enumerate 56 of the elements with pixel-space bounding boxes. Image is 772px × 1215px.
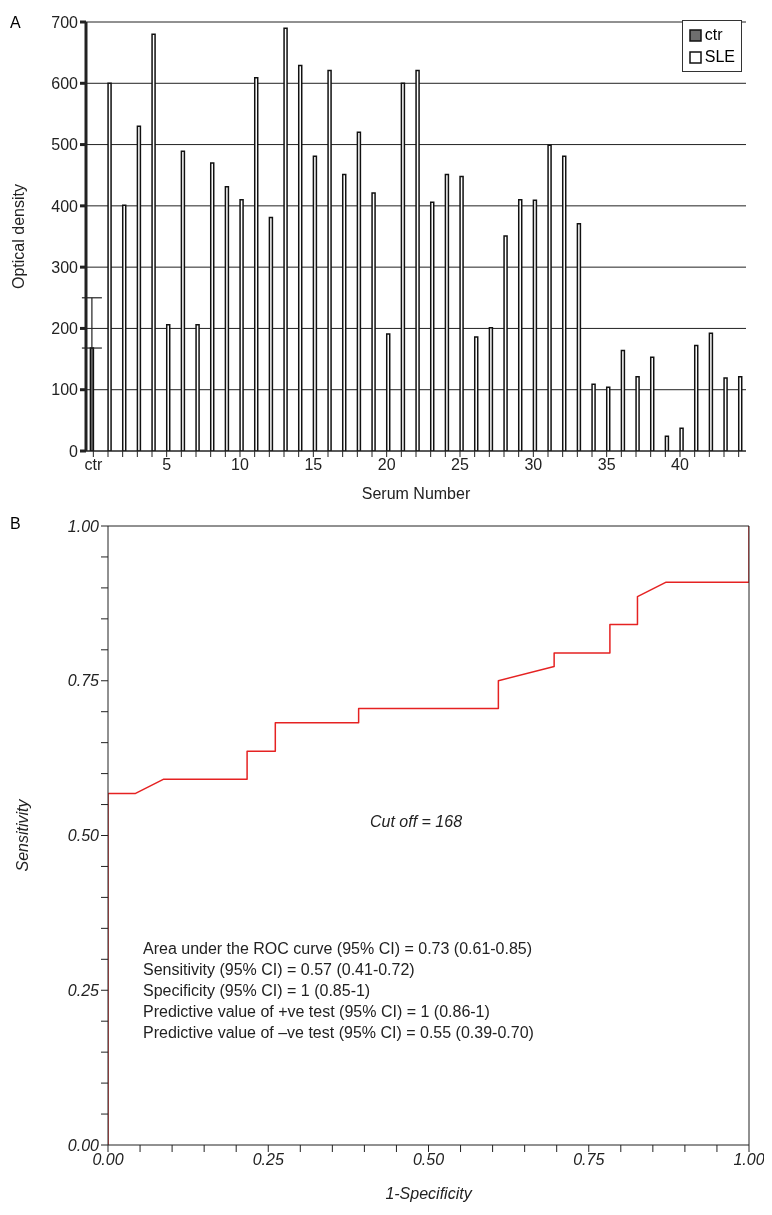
annotation: Specificity (95% CI) = 1 (0.85-1) — [143, 981, 372, 1001]
x-tick-label: 15 — [304, 456, 323, 474]
x-tick-label: 1.00 — [733, 1151, 765, 1169]
bar — [591, 383, 596, 451]
bar — [635, 376, 640, 451]
x-axis-title: Serum Number — [361, 485, 471, 502]
y-tick-label: 0 — [69, 442, 79, 460]
bar — [151, 33, 156, 451]
x-tick-label: 10 — [231, 456, 249, 474]
y-tick-label: 1.00 — [67, 517, 100, 535]
x-tick-label: 40 — [671, 456, 689, 474]
chart-title: A — [10, 14, 21, 32]
x-tick-label: ctr — [84, 456, 103, 474]
y-tick-label: 500 — [51, 136, 79, 154]
legend-label: SLE — [704, 47, 735, 67]
annotation: Predictive value of –ve test (95% CI) = 0.55 (0.39-0.70) — [143, 1023, 534, 1043]
bar — [371, 192, 376, 451]
y-axis-title: Optical density — [9, 184, 27, 289]
bar — [679, 427, 684, 451]
x-tick-label: 30 — [524, 456, 543, 474]
bar — [503, 235, 508, 451]
bar — [723, 377, 728, 451]
x-tick-label: 0.50 — [412, 1151, 445, 1169]
bar — [195, 324, 200, 451]
bar — [107, 82, 112, 451]
y-axis-title: Sensitivity — [13, 798, 31, 872]
y-tick-label: 0.50 — [67, 827, 100, 845]
bar — [415, 69, 420, 451]
x-tick-label: 35 — [597, 456, 616, 474]
y-tick-label: 0.00 — [67, 1136, 100, 1154]
x-tick-label: 0.75 — [573, 1151, 605, 1169]
y-tick-label: 200 — [51, 320, 79, 338]
y-tick-label: 300 — [51, 258, 79, 276]
chart-title: B — [10, 515, 21, 533]
x-tick-label: 5 — [162, 456, 172, 474]
y-tick-label: 0.25 — [67, 981, 100, 999]
y-tick-label: 400 — [51, 197, 79, 215]
annotation: Sensitivity (95% CI) = 0.57 (0.41-0.72) — [143, 960, 416, 980]
bar — [459, 175, 464, 451]
bar — [283, 27, 288, 451]
y-tick-label: 600 — [51, 74, 79, 92]
x-tick-label: 0.00 — [92, 1151, 124, 1169]
x-tick-label: 20 — [377, 456, 396, 474]
x-tick-label: 25 — [451, 456, 469, 474]
y-tick-label: 0.75 — [67, 672, 100, 690]
annotation: Area under the ROC curve (95% CI) = 0.73 (0.61-0.85) — [143, 939, 534, 959]
bar — [327, 69, 332, 451]
y-tick-label: 100 — [51, 381, 79, 399]
x-axis-title: 1-Specificity — [385, 1185, 473, 1202]
y-tick-label: 700 — [51, 13, 79, 31]
bar — [547, 144, 552, 451]
legend-label: ctr — [704, 25, 723, 45]
x-tick-label: 0.25 — [252, 1151, 284, 1169]
annotation: Predictive value of +ve test (95% CI) = 1 (0.86-1) — [143, 1002, 491, 1022]
annotation: Cut off = 168 — [369, 813, 463, 830]
bar — [239, 198, 244, 451]
